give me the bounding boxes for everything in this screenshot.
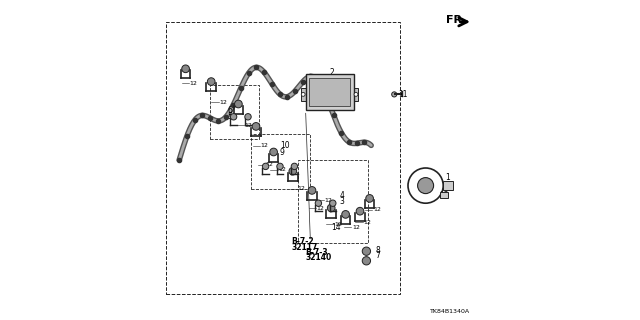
Circle shape — [207, 78, 215, 85]
Circle shape — [277, 163, 283, 170]
Circle shape — [291, 163, 298, 170]
Text: 32117: 32117 — [291, 243, 317, 252]
Text: 5: 5 — [227, 112, 232, 121]
Circle shape — [354, 92, 358, 96]
Circle shape — [315, 200, 321, 206]
Text: 6: 6 — [227, 106, 232, 115]
Text: 14: 14 — [332, 223, 341, 232]
Bar — [306, 74, 354, 110]
Circle shape — [252, 123, 260, 130]
Text: B-7-2: B-7-2 — [291, 237, 314, 246]
Text: FR.: FR. — [445, 15, 467, 25]
Bar — [309, 78, 351, 106]
Circle shape — [392, 92, 397, 97]
Circle shape — [330, 200, 336, 206]
Bar — [440, 192, 448, 198]
Text: 12: 12 — [278, 167, 286, 172]
Text: 12: 12 — [325, 197, 333, 203]
Circle shape — [245, 114, 251, 120]
Circle shape — [308, 187, 316, 194]
Circle shape — [289, 167, 296, 175]
Text: 11: 11 — [398, 90, 408, 99]
Text: 13: 13 — [439, 191, 449, 200]
Circle shape — [362, 247, 371, 255]
Text: 12: 12 — [189, 81, 198, 86]
Circle shape — [262, 163, 269, 170]
Text: B-7-3: B-7-3 — [306, 248, 328, 257]
Bar — [354, 88, 358, 101]
Text: 12: 12 — [266, 162, 273, 167]
Text: 9: 9 — [280, 148, 285, 156]
Circle shape — [230, 114, 237, 120]
Bar — [443, 181, 453, 190]
Circle shape — [356, 207, 364, 215]
Text: 7: 7 — [376, 252, 381, 260]
Text: 12: 12 — [261, 143, 269, 148]
Text: 4: 4 — [339, 191, 344, 200]
Text: 32140: 32140 — [306, 253, 332, 262]
Text: 12: 12 — [245, 123, 253, 128]
Text: 12: 12 — [334, 221, 342, 227]
Circle shape — [342, 211, 349, 218]
Circle shape — [182, 65, 189, 73]
Text: 2: 2 — [330, 68, 334, 76]
Text: 12: 12 — [352, 225, 360, 230]
Text: 12: 12 — [317, 205, 324, 211]
Circle shape — [270, 148, 278, 156]
Circle shape — [362, 257, 371, 265]
Text: 10: 10 — [280, 141, 290, 150]
Text: 12: 12 — [219, 100, 227, 105]
Text: 1: 1 — [445, 173, 449, 182]
Text: 12: 12 — [373, 207, 381, 212]
Text: 8: 8 — [376, 246, 380, 255]
Circle shape — [235, 100, 243, 108]
Text: 12: 12 — [364, 220, 371, 225]
Circle shape — [366, 195, 374, 202]
Text: 12: 12 — [298, 186, 305, 191]
Circle shape — [301, 92, 305, 96]
Circle shape — [417, 178, 434, 194]
Circle shape — [328, 204, 335, 212]
Text: 3: 3 — [339, 197, 344, 206]
Text: TK84B1340A: TK84B1340A — [430, 308, 470, 314]
Bar — [301, 88, 306, 101]
